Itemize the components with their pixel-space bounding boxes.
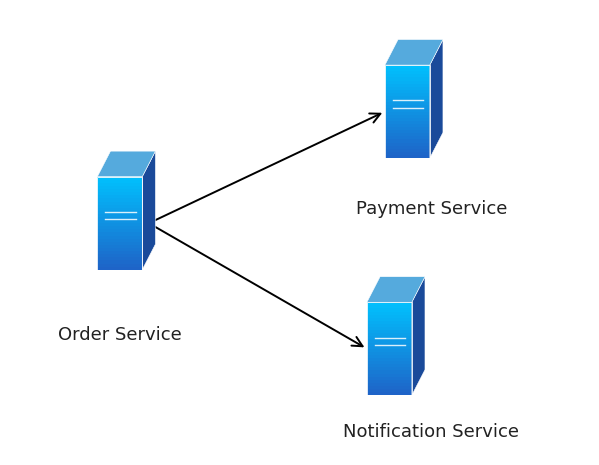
Polygon shape	[367, 318, 412, 321]
Polygon shape	[385, 74, 430, 78]
Polygon shape	[97, 177, 143, 180]
Polygon shape	[385, 124, 430, 127]
Polygon shape	[385, 87, 430, 90]
Polygon shape	[97, 236, 143, 239]
Polygon shape	[97, 192, 143, 195]
Polygon shape	[367, 327, 412, 330]
Polygon shape	[385, 149, 430, 152]
Polygon shape	[97, 183, 143, 186]
Polygon shape	[97, 195, 143, 199]
Polygon shape	[367, 371, 412, 373]
Polygon shape	[97, 199, 143, 201]
Polygon shape	[367, 312, 412, 315]
Polygon shape	[385, 84, 430, 87]
Polygon shape	[385, 112, 430, 115]
Polygon shape	[97, 226, 143, 229]
Polygon shape	[430, 40, 443, 158]
Polygon shape	[385, 93, 430, 96]
Polygon shape	[367, 383, 412, 386]
Polygon shape	[97, 242, 143, 245]
Polygon shape	[367, 330, 412, 333]
Polygon shape	[97, 260, 143, 264]
Polygon shape	[385, 108, 430, 112]
Polygon shape	[385, 152, 430, 155]
Polygon shape	[385, 96, 430, 99]
Polygon shape	[385, 118, 430, 121]
Polygon shape	[143, 151, 156, 270]
Polygon shape	[97, 254, 143, 257]
Polygon shape	[367, 277, 425, 302]
Polygon shape	[385, 140, 430, 143]
Polygon shape	[367, 380, 412, 383]
Polygon shape	[97, 266, 143, 270]
Polygon shape	[367, 336, 412, 339]
Polygon shape	[97, 223, 143, 226]
Polygon shape	[367, 361, 412, 364]
Polygon shape	[367, 324, 412, 327]
Polygon shape	[367, 343, 412, 345]
Polygon shape	[367, 355, 412, 358]
Polygon shape	[385, 99, 430, 102]
Polygon shape	[367, 315, 412, 318]
Polygon shape	[367, 345, 412, 349]
Polygon shape	[367, 352, 412, 355]
Polygon shape	[385, 90, 430, 93]
Polygon shape	[97, 186, 143, 189]
Polygon shape	[367, 392, 412, 395]
Polygon shape	[367, 389, 412, 392]
Polygon shape	[385, 102, 430, 106]
Polygon shape	[385, 40, 443, 65]
Polygon shape	[97, 232, 143, 236]
Polygon shape	[97, 205, 143, 208]
Polygon shape	[367, 306, 412, 308]
Polygon shape	[385, 121, 430, 124]
Polygon shape	[385, 143, 430, 146]
Polygon shape	[367, 349, 412, 352]
Polygon shape	[97, 217, 143, 220]
Polygon shape	[385, 68, 430, 71]
Polygon shape	[367, 339, 412, 343]
Polygon shape	[97, 214, 143, 217]
Polygon shape	[367, 377, 412, 380]
Polygon shape	[385, 127, 430, 130]
Polygon shape	[385, 106, 430, 108]
Polygon shape	[97, 180, 143, 183]
Polygon shape	[385, 146, 430, 149]
Polygon shape	[367, 333, 412, 336]
Polygon shape	[385, 130, 430, 133]
Polygon shape	[97, 245, 143, 248]
Polygon shape	[97, 239, 143, 242]
Polygon shape	[97, 229, 143, 232]
Polygon shape	[367, 308, 412, 312]
Polygon shape	[97, 211, 143, 214]
Text: Payment Service: Payment Service	[356, 200, 507, 218]
Polygon shape	[385, 155, 430, 158]
Polygon shape	[97, 220, 143, 223]
Polygon shape	[367, 367, 412, 371]
Polygon shape	[97, 251, 143, 254]
Polygon shape	[367, 386, 412, 389]
Polygon shape	[97, 264, 143, 266]
Text: Notification Service: Notification Service	[343, 424, 519, 441]
Polygon shape	[97, 257, 143, 260]
Polygon shape	[367, 358, 412, 361]
Polygon shape	[385, 115, 430, 118]
Polygon shape	[385, 71, 430, 74]
Polygon shape	[385, 136, 430, 140]
Polygon shape	[385, 133, 430, 136]
Polygon shape	[97, 151, 156, 177]
Polygon shape	[97, 208, 143, 211]
Polygon shape	[367, 364, 412, 367]
Polygon shape	[412, 277, 425, 395]
Polygon shape	[385, 78, 430, 80]
Polygon shape	[385, 80, 430, 84]
Text: Order Service: Order Service	[58, 326, 181, 344]
Polygon shape	[97, 189, 143, 192]
Polygon shape	[97, 201, 143, 205]
Polygon shape	[385, 65, 430, 68]
Polygon shape	[97, 248, 143, 251]
Polygon shape	[367, 373, 412, 377]
Polygon shape	[367, 302, 412, 306]
Polygon shape	[367, 321, 412, 324]
